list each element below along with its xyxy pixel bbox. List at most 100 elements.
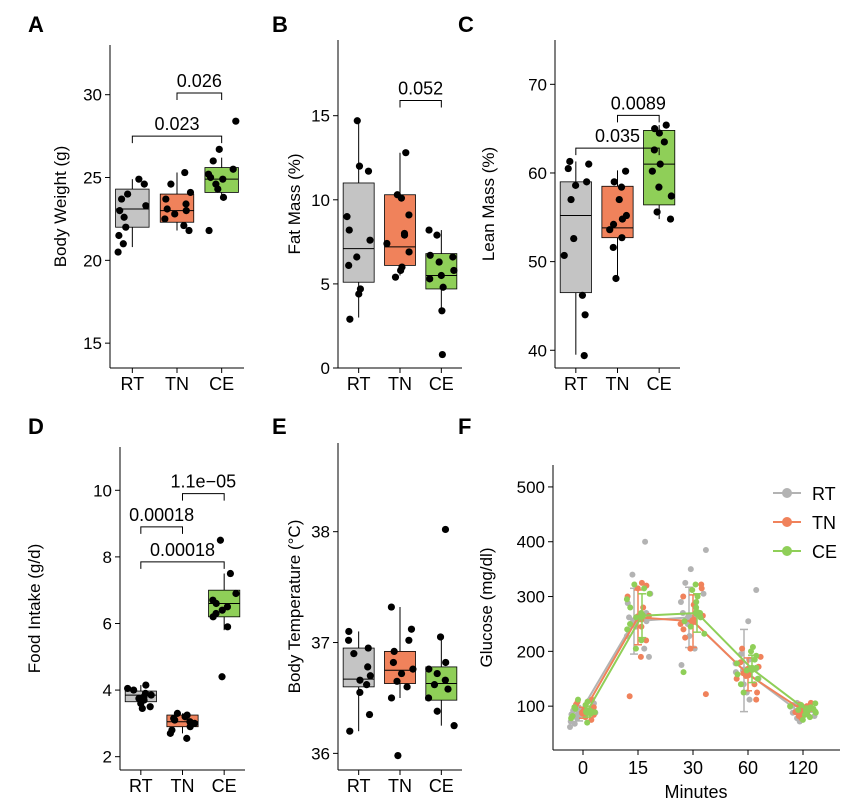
y-axis-label: Body Temperature (°C): [285, 520, 304, 694]
data-point: [345, 226, 353, 234]
data-point: [618, 234, 626, 242]
glucose-point: [787, 703, 794, 710]
data-point: [135, 175, 143, 183]
data-point: [437, 271, 445, 280]
glucose-point: [700, 590, 707, 597]
data-point: [173, 709, 182, 717]
data-point: [387, 694, 396, 702]
glucose-point: [753, 696, 760, 703]
data-point: [572, 181, 580, 189]
glucose-point: [632, 645, 639, 652]
data-point: [397, 669, 406, 678]
data-point: [578, 291, 587, 299]
data-point: [425, 665, 433, 673]
glucose-point: [754, 675, 761, 682]
data-point: [353, 117, 361, 125]
glucose-point: [575, 696, 582, 703]
glucose-point: [584, 698, 591, 705]
p-value-label: 0.026: [177, 71, 222, 91]
panel-e: E 36 37 38 Body Temperature (°C) RT TN CE: [272, 414, 462, 796]
x-axis-label: Minutes: [664, 782, 727, 802]
y-axis-label: Lean Mass (%): [479, 147, 498, 261]
data-point: [583, 178, 591, 186]
y-axis-label: Food Intake (g/d): [25, 544, 44, 673]
p-value-label: 0.023: [154, 114, 199, 134]
y-axis-label: Body Weight (g): [51, 146, 70, 268]
y-tick-label: 8: [103, 548, 112, 567]
data-point: [656, 160, 664, 168]
glucose-point: [702, 546, 709, 553]
data-point: [229, 165, 237, 173]
significance-bracket: [140, 561, 225, 569]
data-point: [426, 275, 434, 283]
glucose-point: [812, 700, 819, 707]
data-point: [356, 676, 364, 684]
panel-c: C 40 50 60 70 Lean Mass (%) RT TN CE 0.0089 0.035: [458, 12, 680, 394]
data-point: [438, 307, 446, 315]
x-tick-label: TN: [171, 776, 195, 796]
data-point: [449, 253, 457, 261]
significance-bracket: [182, 493, 225, 501]
data-point: [365, 710, 374, 719]
data-point: [609, 243, 617, 252]
data-point: [142, 681, 150, 689]
significance-bracket: [399, 100, 442, 108]
panel-letter: D: [28, 414, 44, 439]
glucose-point: [626, 614, 633, 621]
data-point: [433, 669, 441, 678]
glucose-point: [701, 630, 708, 637]
data-point: [119, 240, 127, 248]
data-point: [209, 157, 217, 165]
data-point: [181, 168, 189, 177]
data-point: [183, 734, 191, 742]
data-point: [355, 162, 364, 170]
data-point: [442, 658, 450, 667]
glucose-point: [680, 669, 687, 676]
data-point: [389, 658, 398, 667]
data-point: [436, 633, 445, 641]
y-tick-label: 70: [528, 75, 547, 94]
data-point: [167, 180, 175, 188]
y-tick-label: 6: [103, 614, 112, 633]
data-point: [182, 207, 190, 215]
data-point: [390, 647, 398, 655]
y-tick-label: 10: [93, 481, 112, 500]
data-point: [344, 636, 353, 644]
panel-letter: A: [28, 12, 44, 37]
data-point: [450, 722, 458, 730]
x-tick-label: RT: [120, 374, 144, 394]
panel-b: B 0 5 10 15 Fat Mass (%) RT TN CE 0.052: [272, 12, 462, 394]
data-point: [364, 663, 372, 671]
glucose-point: [637, 653, 644, 660]
p-value-label: 0.035: [595, 126, 640, 146]
y-tick-label: 30: [83, 86, 102, 105]
data-point: [223, 623, 232, 631]
glucose-point: [680, 626, 687, 633]
data-point: [393, 677, 401, 685]
data-point: [117, 195, 126, 203]
glucose-point: [571, 704, 578, 711]
glucose-point: [624, 626, 631, 633]
data-point: [219, 193, 228, 201]
data-point: [651, 125, 659, 133]
significance-bracket: [575, 147, 660, 156]
data-point: [353, 253, 361, 261]
significance-bracket: [617, 114, 660, 123]
data-point: [662, 121, 670, 129]
data-point: [218, 606, 226, 614]
data-point: [366, 672, 374, 680]
data-point: [405, 211, 413, 219]
x-tick-label: TN: [165, 374, 189, 394]
glucose-point: [754, 689, 761, 696]
data-point: [183, 711, 191, 719]
y-tick-label: 100: [517, 697, 545, 716]
y-tick-label: 2: [103, 748, 112, 767]
data-point: [655, 183, 663, 191]
glucose-point: [631, 581, 638, 588]
data-point: [424, 694, 433, 702]
glucose-point: [627, 620, 634, 627]
data-point: [120, 213, 128, 221]
y-tick-label: 50: [528, 253, 547, 272]
data-point: [425, 226, 433, 234]
glucose-point: [638, 579, 645, 586]
